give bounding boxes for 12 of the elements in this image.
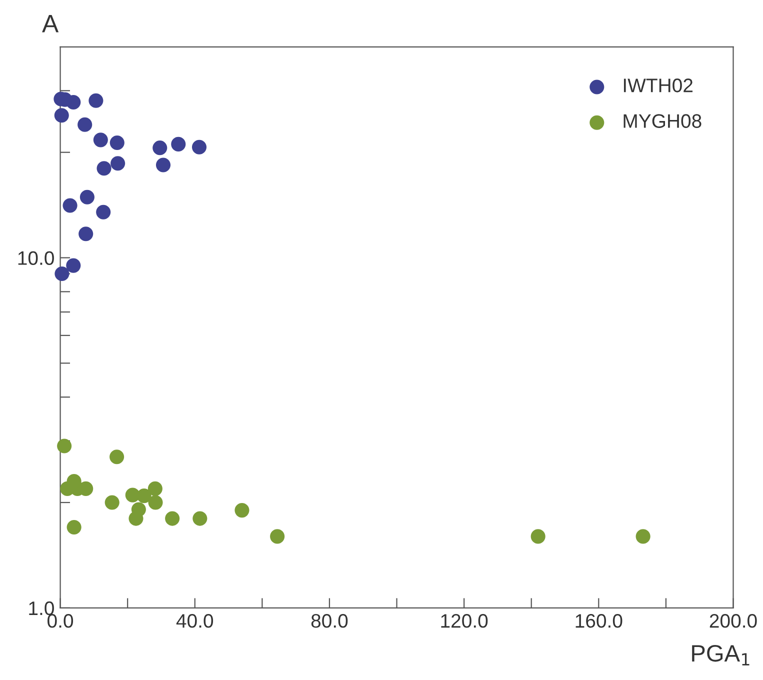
x-axis-title: PGA$_{1}$ <box>692 644 750 666</box>
x-tick-label: 0.0 <box>48 614 74 628</box>
x-tick-label: 200.0 <box>710 614 757 628</box>
y-tick-label: 10.0 <box>18 251 54 265</box>
chart-title: A <box>42 15 59 32</box>
legend-label: IWTH02 <box>624 78 692 92</box>
x-tick-label: 120.0 <box>441 614 488 628</box>
x-tick-label: 160.0 <box>576 614 622 628</box>
legend-label: MYGH08 <box>624 114 702 128</box>
y-tick-label: 1.0 <box>29 601 54 616</box>
x-tick-label: 40.0 <box>176 614 214 628</box>
x-tick-label: 80.0 <box>311 614 348 628</box>
